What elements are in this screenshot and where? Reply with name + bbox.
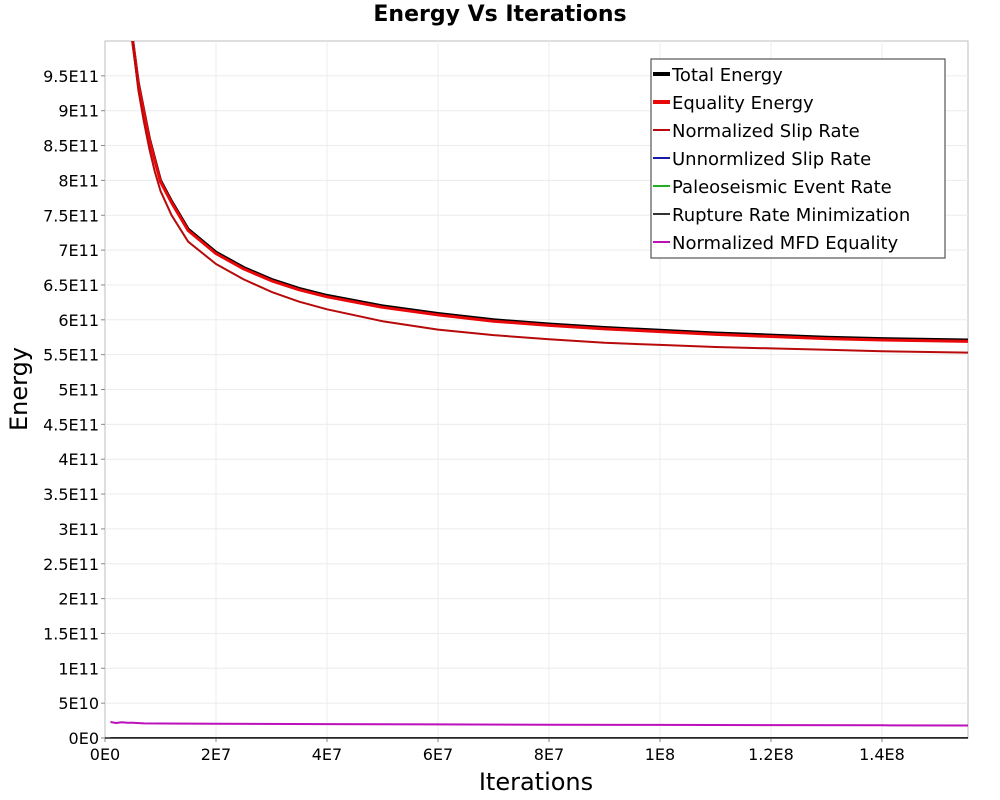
series-line-normalized-slip-rate [131, 41, 968, 354]
y-tick-label: 0E0 [69, 729, 99, 748]
y-tick-label: 6E11 [58, 311, 99, 330]
legend-label: Rupture Rate Minimization [672, 205, 910, 226]
y-tick-label: 3E11 [58, 520, 99, 539]
x-tick-label: 0E0 [90, 745, 120, 764]
x-tick-label: 1E8 [645, 745, 675, 764]
legend: Total Energy Equality Energy Normalized Sl… [650, 58, 946, 259]
x-tick-label: 1.2E8 [748, 745, 794, 764]
y-tick-label: 2.5E11 [43, 555, 99, 574]
legend-label: Normalized Slip Rate [672, 121, 860, 142]
series-line-normalized-mfd-equality [110, 721, 968, 727]
legend-label: Equality Energy [672, 93, 814, 114]
series-line-equality-energy [131, 41, 968, 343]
y-tick-label: 5E10 [58, 694, 99, 713]
y-tick-label: 7.5E11 [43, 206, 99, 225]
legend-box [650, 58, 946, 259]
series-lines [110, 41, 968, 738]
x-axis: 0E0 2E7 4E7 6E7 8E7 1E8 1.2E8 1.4E8 [90, 737, 968, 764]
y-tick-label: 3.5E11 [43, 485, 99, 504]
legend-label: Total Energy [671, 65, 783, 86]
chart-title: Energy Vs Iterations [373, 2, 627, 27]
y-tick-label: 7E11 [58, 241, 99, 260]
y-tick-label: 8E11 [58, 171, 99, 190]
legend-label: Unnormlized Slip Rate [672, 149, 871, 170]
x-tick-label: 1.4E8 [859, 745, 905, 764]
y-tick-label: 4.5E11 [43, 415, 99, 434]
y-axis: 0E0 5E10 1E11 1.5E11 2E11 2.5E11 3E11 3.5E11 4E1… [43, 67, 105, 748]
y-tick-label: 8.5E11 [43, 137, 99, 156]
y-tick-label: 1.5E11 [43, 624, 99, 643]
y-tick-label: 5E11 [58, 381, 99, 400]
x-axis-label: Iterations [479, 768, 593, 796]
x-tick-label: 2E7 [201, 745, 231, 764]
y-tick-label: 4E11 [58, 450, 99, 469]
y-tick-label: 1E11 [58, 659, 99, 678]
y-axis-label: Energy [5, 347, 33, 431]
y-tick-label: 9.5E11 [43, 67, 99, 86]
x-tick-label: 6E7 [423, 745, 453, 764]
x-tick-label: 4E7 [312, 745, 342, 764]
x-tick-label: 8E7 [534, 745, 564, 764]
y-tick-label: 9E11 [58, 102, 99, 121]
y-tick-label: 2E11 [58, 590, 99, 609]
legend-label: Normalized MFD Equality [672, 233, 899, 254]
legend-label: Paleoseismic Event Rate [672, 177, 892, 198]
y-tick-label: 5.5E11 [43, 346, 99, 365]
y-tick-label: 6.5E11 [43, 276, 99, 295]
grid-lines [105, 41, 968, 738]
